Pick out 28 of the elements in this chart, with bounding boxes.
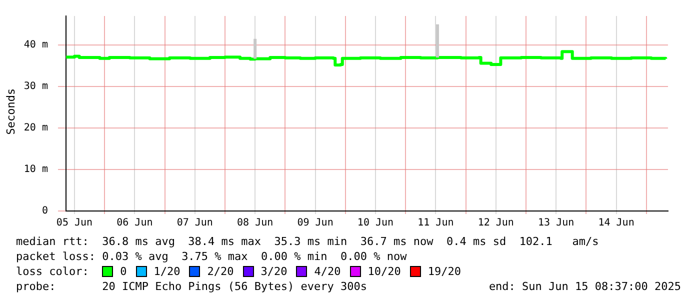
x-tick-label: 13 Jun	[538, 218, 574, 229]
text: end: Sun Jun 15 08:37:00 2025	[488, 279, 681, 294]
text: median rtt: 36.8 ms avg 38.4 ms max 35.3 ms min 36.7 ms now 0.4 ms sd 102.1 am/s	[16, 234, 600, 249]
legend-label: 1/20	[154, 264, 180, 279]
x-tick-label: 05 Jun	[56, 218, 93, 229]
y-tick-label: 0	[42, 206, 48, 217]
x-tick-label: 09 Jun	[297, 218, 334, 229]
legend-label: 3/20	[260, 264, 288, 279]
y-tick-label: 40 m	[24, 40, 48, 51]
x-tick-label: 11 Jun	[418, 218, 454, 229]
legend-title: loss color:	[16, 264, 90, 279]
y-tick-label: 20 m	[24, 122, 48, 134]
legend-label: 2/20	[207, 264, 234, 279]
x-tick-label: 08 Jun	[237, 218, 274, 229]
x-tick-label: 06 Jun	[116, 218, 153, 229]
x-tick-label: 07 Jun	[176, 218, 213, 229]
legend-label: 19/20	[428, 264, 461, 279]
y-tick-label: 30 m	[24, 81, 48, 92]
text: packet loss: 0.03 % avg 3.75 % max 0.00 % min 0.00 % now	[16, 249, 408, 264]
legend-label: 0	[120, 264, 127, 279]
legend-label: 4/20	[314, 264, 341, 279]
y-axis-title: Seconds	[4, 87, 18, 136]
x-tick-label: 14 Jun	[598, 218, 634, 229]
y-tick-label: 10 m	[24, 164, 48, 176]
legend-label: 10/20	[368, 264, 401, 279]
x-tick-label: 10 Jun	[357, 218, 394, 229]
x-tick-label: 12 Jun	[478, 218, 514, 229]
text: probe: 20 ICMP Echo Pings (56 Bytes) every 300s	[16, 279, 367, 294]
